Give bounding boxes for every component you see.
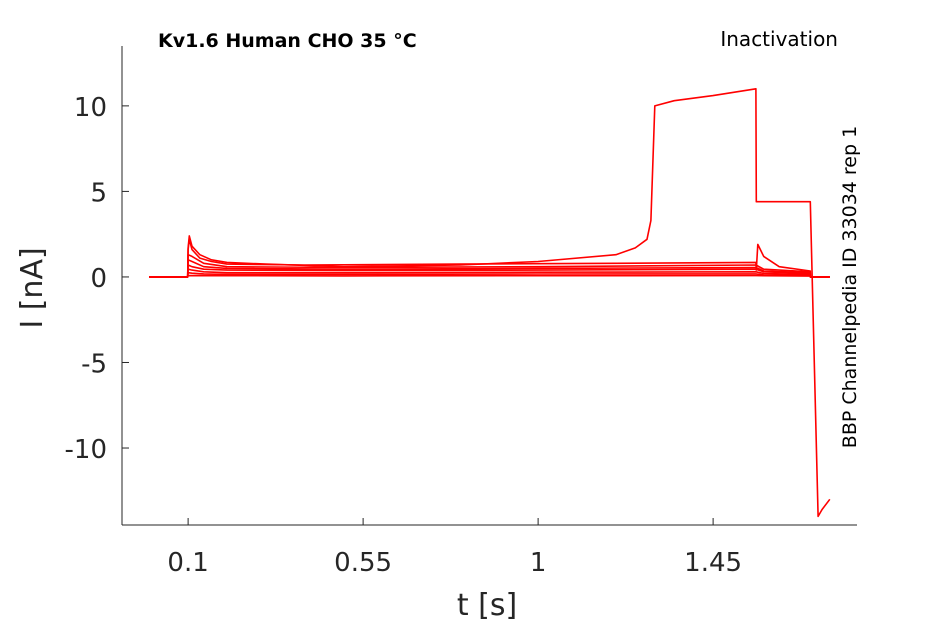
chart-title: Kv1.6 Human CHO 35 °C [158, 30, 417, 52]
y-ticks: 10 5 0 -5 -10 [65, 93, 129, 465]
y-tick-label: 5 [90, 178, 107, 208]
current-trace-5 [149, 264, 830, 278]
series-group [149, 88, 831, 518]
x-tick-label: 1.45 [684, 548, 742, 578]
current-trace-2 [149, 238, 830, 278]
protocol-label: Inactivation [720, 27, 838, 51]
x-ticks: 0.1 0.55 1 1.45 [167, 518, 742, 578]
source-label: BBP Channelpedia ID 33034 rep 1 [839, 126, 861, 448]
y-tick-label: -5 [81, 349, 107, 379]
current-trace-1 [149, 88, 831, 518]
current-trace-3 [149, 253, 830, 278]
y-tick-label: -10 [65, 435, 107, 465]
y-axis-label: I [nA] [15, 247, 50, 328]
current-trace-7 [149, 271, 830, 278]
x-tick-label: 1 [530, 548, 547, 578]
x-tick-label: 0.55 [334, 548, 392, 578]
y-tick-label: 0 [90, 264, 107, 294]
x-axis-label: t [s] [457, 588, 517, 623]
axes [121, 46, 857, 526]
x-tick-label: 0.1 [167, 548, 208, 578]
y-tick-label: 10 [74, 93, 107, 123]
current-trace-8 [149, 274, 830, 278]
